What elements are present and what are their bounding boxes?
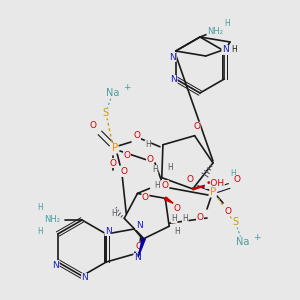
Text: •OH: •OH	[205, 179, 224, 188]
Text: +: +	[123, 83, 131, 92]
Text: NH₂: NH₂	[44, 215, 60, 224]
Text: O: O	[135, 242, 142, 251]
Text: H: H	[167, 164, 173, 172]
Text: N: N	[52, 260, 59, 269]
Text: N: N	[82, 274, 88, 283]
Text: O: O	[233, 176, 241, 184]
Text: O: O	[110, 158, 116, 167]
Text: O: O	[142, 193, 149, 202]
Text: O: O	[174, 204, 181, 213]
Text: O: O	[224, 206, 232, 215]
Text: N: N	[222, 46, 229, 55]
Text: H: H	[174, 227, 180, 236]
Text: H: H	[145, 140, 151, 149]
Text: O: O	[187, 175, 194, 184]
Text: H: H	[152, 166, 158, 175]
Text: H: H	[154, 181, 160, 190]
Text: H: H	[37, 227, 43, 236]
Text: O: O	[121, 167, 128, 176]
Text: +: +	[253, 232, 261, 242]
Text: H: H	[171, 214, 177, 223]
Text: O: O	[134, 131, 140, 140]
Text: S: S	[232, 217, 238, 227]
Text: P: P	[210, 187, 216, 197]
Text: H: H	[231, 44, 237, 53]
Text: N: N	[169, 52, 176, 62]
Text: O: O	[161, 181, 169, 190]
Text: N: N	[170, 76, 177, 85]
Text: H: H	[224, 20, 230, 28]
Polygon shape	[138, 238, 145, 257]
Text: O: O	[124, 152, 130, 160]
Text: Na: Na	[106, 88, 120, 98]
Text: N: N	[105, 226, 112, 236]
Text: H: H	[37, 203, 43, 212]
Text: P: P	[112, 143, 118, 153]
Text: S: S	[102, 108, 108, 118]
Text: H: H	[182, 214, 188, 223]
Text: O: O	[196, 212, 203, 221]
Text: O: O	[146, 155, 154, 164]
Text: N: N	[134, 254, 141, 262]
Text: Na: Na	[236, 237, 250, 247]
Polygon shape	[164, 197, 173, 203]
Text: H: H	[111, 209, 117, 218]
Text: NH₂: NH₂	[207, 28, 223, 37]
Polygon shape	[193, 186, 205, 190]
Text: N: N	[136, 220, 142, 230]
Text: H: H	[230, 169, 236, 178]
Text: O: O	[193, 122, 200, 131]
Text: O: O	[89, 122, 97, 130]
